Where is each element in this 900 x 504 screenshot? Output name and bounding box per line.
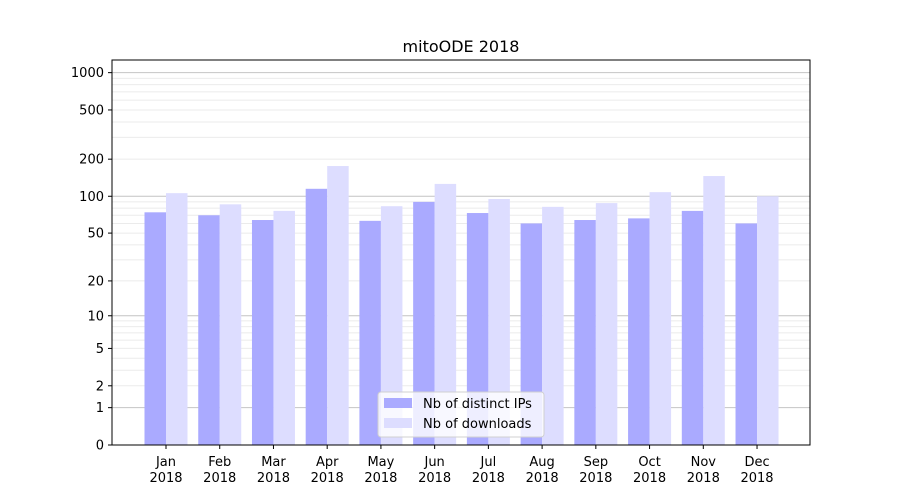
bar-downloads xyxy=(703,176,725,445)
bar-distinct-ips xyxy=(574,220,596,445)
bar-distinct-ips xyxy=(466,213,489,445)
x-tick-label: Aug xyxy=(529,455,554,470)
x-tick-label: 2018 xyxy=(418,471,451,486)
bar-distinct-ips xyxy=(681,210,704,445)
legend-box xyxy=(377,391,545,438)
x-tick-label: 2018 xyxy=(633,471,666,486)
y-tick-label: 10 xyxy=(87,309,104,324)
x-tick-label: 2018 xyxy=(579,471,612,486)
bar-downloads xyxy=(488,199,510,445)
x-tick-label: Feb xyxy=(208,455,231,470)
bar-downloads xyxy=(273,210,295,445)
x-tick-label: May xyxy=(367,455,394,470)
x-tick-label: Apr xyxy=(316,455,339,470)
x-tick-label: 2018 xyxy=(364,471,397,486)
bar-downloads xyxy=(327,166,349,445)
bar-distinct-ips xyxy=(144,212,166,445)
bar-distinct-ips xyxy=(198,215,220,445)
y-tick-label: 5 xyxy=(96,342,104,357)
legend-label: Nb of downloads xyxy=(423,417,532,432)
bar-downloads xyxy=(219,204,242,445)
legend-swatch xyxy=(384,418,412,428)
bar-distinct-ips xyxy=(359,220,381,445)
x-tick-label: 2018 xyxy=(149,471,182,486)
x-tick-label: Dec xyxy=(744,455,769,470)
x-tick-label: 2018 xyxy=(257,471,290,486)
x-tick-label: Oct xyxy=(638,455,660,470)
y-tick-label: 20 xyxy=(87,274,104,289)
legend: Nb of distinct IPs Nb of downloads xyxy=(377,391,545,438)
plot-frame xyxy=(111,59,811,446)
x-tick-label: Sep xyxy=(584,455,609,470)
bar-distinct-ips xyxy=(305,188,328,445)
y-tick-label: 200 xyxy=(79,153,104,168)
y-tick-label: 2 xyxy=(96,379,104,394)
y-tick-label: 50 xyxy=(87,227,104,242)
bar-downloads xyxy=(434,183,457,445)
bar-downloads xyxy=(649,192,672,445)
x-tick-label: 2018 xyxy=(526,471,559,486)
y-tick-label: 1 xyxy=(96,401,104,416)
x-tick-label: 2018 xyxy=(687,471,720,486)
bar-distinct-ips xyxy=(735,223,758,445)
y-tick-label: 0 xyxy=(96,439,104,454)
bar-distinct-ips xyxy=(628,218,650,445)
x-tick-label: Mar xyxy=(261,455,286,470)
legend-swatch xyxy=(384,398,412,408)
x-tick-label: 2018 xyxy=(311,471,344,486)
x-tick-label: 2018 xyxy=(740,471,773,486)
bar-downloads xyxy=(757,196,779,445)
bar-downloads xyxy=(595,203,618,445)
x-tick-label: 2018 xyxy=(203,471,236,486)
y-tick-label: 500 xyxy=(79,103,104,118)
chart-title: mitoODE 2018 xyxy=(403,37,520,56)
y-tick-label: 100 xyxy=(79,190,104,205)
bar-downloads xyxy=(166,193,188,445)
x-tick-label: Jun xyxy=(423,455,444,470)
x-tick-label: Nov xyxy=(691,455,717,470)
y-tick-label: 1000 xyxy=(71,66,104,81)
x-tick-label: Jan xyxy=(155,455,176,470)
legend-label: Nb of distinct IPs xyxy=(423,397,532,412)
bar-distinct-ips xyxy=(413,201,435,445)
x-tick-label: 2018 xyxy=(472,471,505,486)
bar-distinct-ips xyxy=(251,220,274,445)
bar-downloads xyxy=(542,206,564,445)
bar-distinct-ips xyxy=(520,223,543,445)
bar-downloads xyxy=(380,206,403,445)
x-tick-label: Jul xyxy=(480,455,497,470)
